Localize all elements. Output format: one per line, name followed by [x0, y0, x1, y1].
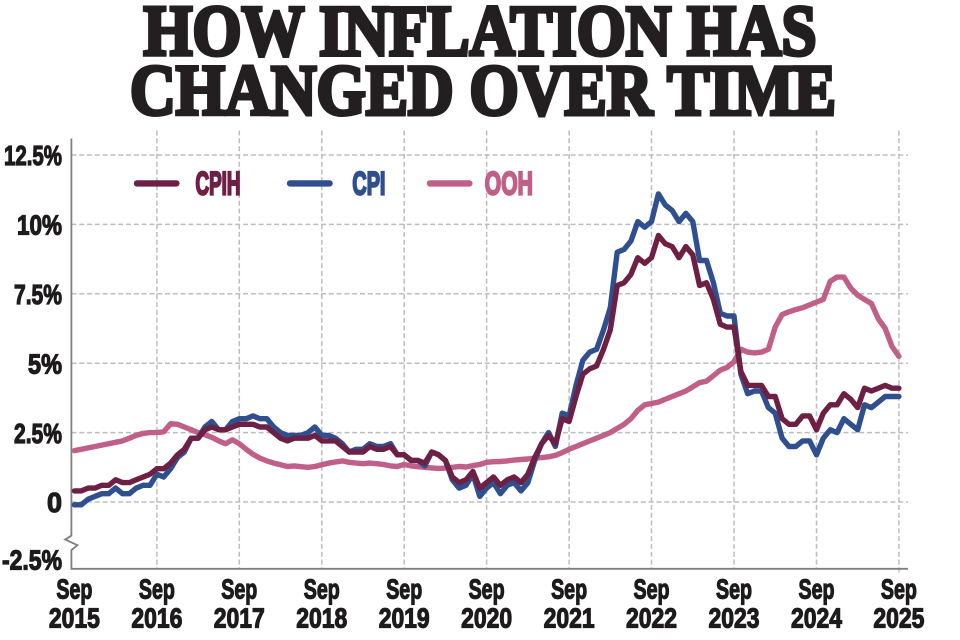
svg-text:7.5%: 7.5%	[14, 279, 62, 310]
svg-text:12.5%: 12.5%	[4, 140, 62, 171]
svg-text:2019: 2019	[379, 603, 430, 634]
svg-text:HOW INFLATION HAS: HOW INFLATION HAS	[144, 0, 817, 71]
svg-text:Sep: Sep	[634, 574, 670, 605]
svg-text:-2.5%: -2.5%	[2, 545, 62, 576]
svg-text:2021: 2021	[544, 603, 595, 634]
svg-text:10%: 10%	[17, 210, 62, 241]
svg-text:2016: 2016	[131, 603, 182, 634]
svg-text:CPIH: CPIH	[196, 165, 241, 201]
svg-text:2017: 2017	[214, 603, 265, 634]
svg-text:Sep: Sep	[881, 574, 917, 605]
svg-text:Sep: Sep	[469, 574, 505, 605]
svg-text:Sep: Sep	[799, 574, 835, 605]
svg-text:2023: 2023	[709, 603, 760, 634]
svg-text:5%: 5%	[28, 348, 62, 379]
svg-text:2024: 2024	[791, 603, 842, 634]
svg-text:2025: 2025	[873, 603, 924, 634]
svg-text:Sep: Sep	[56, 574, 92, 605]
svg-text:2.5%: 2.5%	[14, 418, 62, 449]
svg-text:2020: 2020	[461, 603, 512, 634]
svg-text:0: 0	[47, 487, 62, 518]
svg-text:CPI: CPI	[352, 165, 385, 201]
svg-text:Sep: Sep	[386, 574, 422, 605]
svg-text:Sep: Sep	[221, 574, 257, 605]
svg-text:2018: 2018	[296, 603, 347, 634]
svg-text:Sep: Sep	[716, 574, 752, 605]
svg-text:2015: 2015	[49, 603, 100, 634]
svg-text:CHANGED OVER TIME: CHANGED OVER TIME	[130, 50, 836, 130]
svg-text:Sep: Sep	[551, 574, 587, 605]
svg-text:Sep: Sep	[139, 574, 175, 605]
svg-text:OOH: OOH	[485, 165, 533, 201]
svg-text:2022: 2022	[626, 603, 677, 634]
svg-text:Sep: Sep	[304, 574, 340, 605]
